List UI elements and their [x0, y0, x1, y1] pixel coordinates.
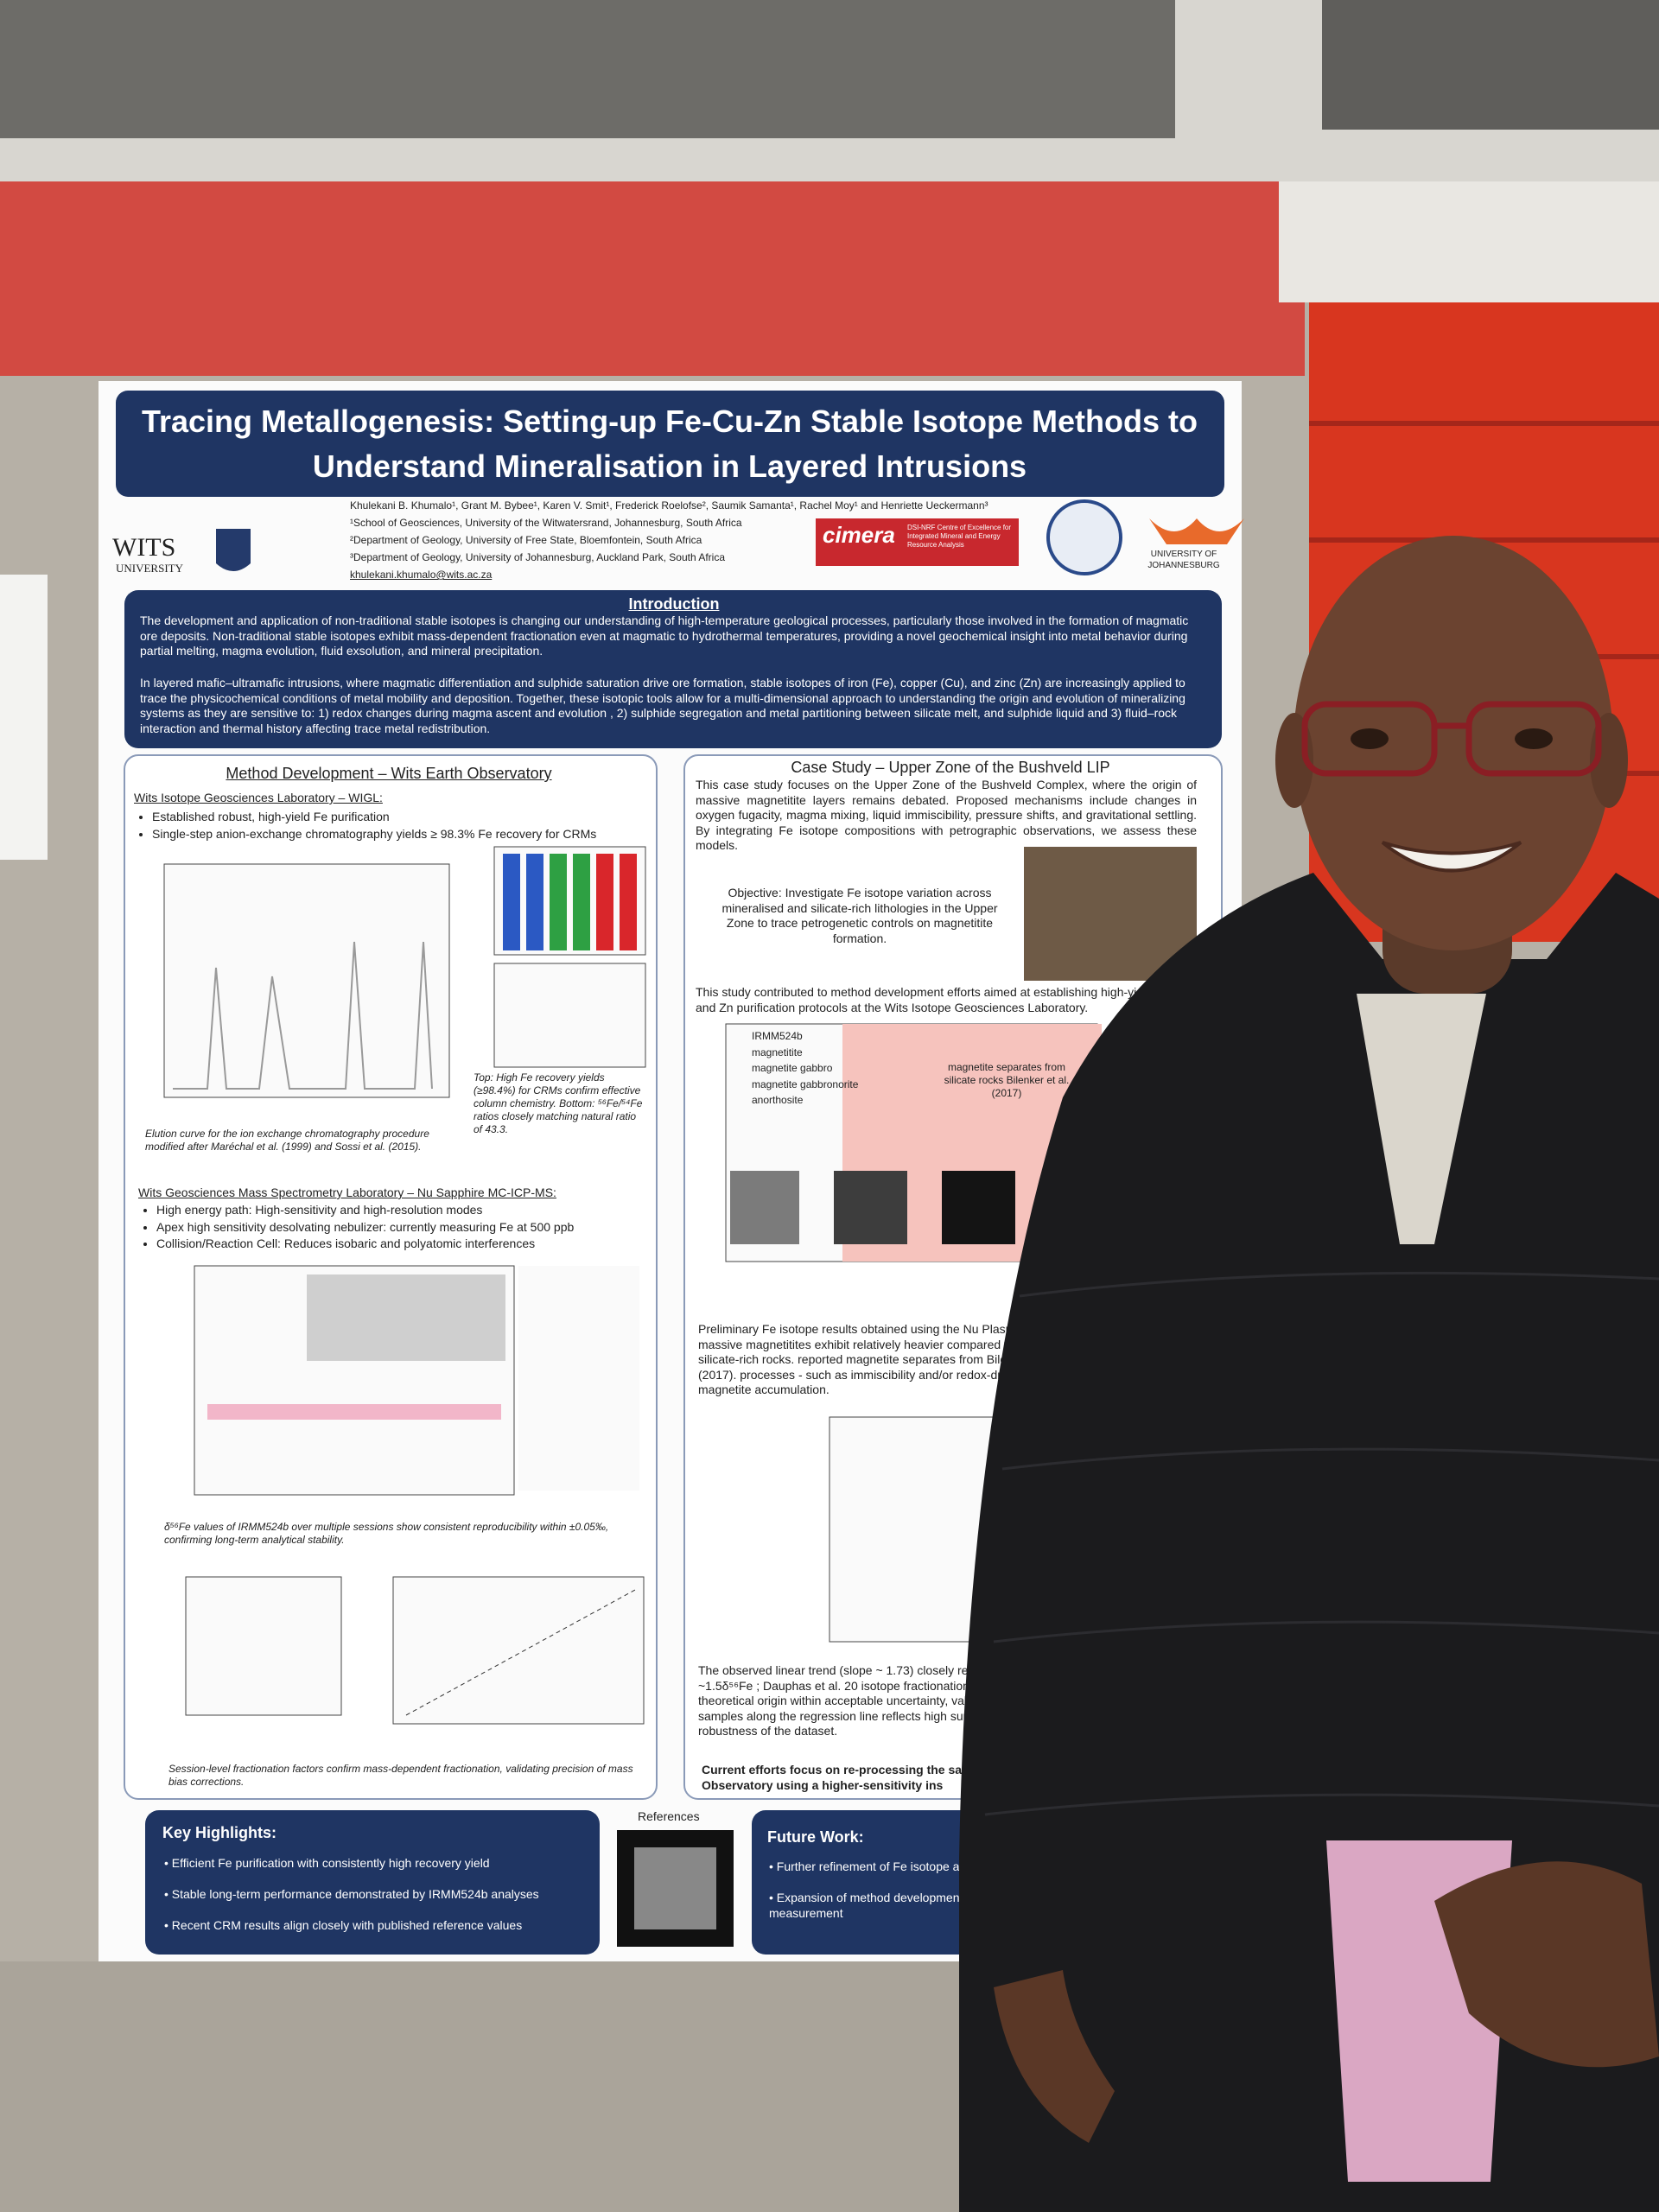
list-item: Established robust, high-yield Fe purifi… [152, 810, 653, 825]
affiliation: ³Department of Geology, University of Jo… [350, 551, 726, 563]
list-item: High energy path: High-sensitivity and h… [156, 1203, 658, 1218]
red-wall-band [0, 181, 1305, 376]
future-item: • Expansion of method development to mea… [769, 1891, 976, 1920]
legend-entry: magnetite gabbro [752, 1062, 833, 1075]
case-results: Preliminary Fe isotope results obtained … [698, 1322, 1077, 1396]
uj-text: UNIVERSITY OF JOHANNESBURG [1147, 550, 1220, 570]
highlights-box [145, 1810, 600, 1955]
case-objective: Objective: Investigate Fe isotope variat… [721, 886, 998, 945]
band-note: magnetite separates from silicate rocks … [944, 1061, 1070, 1099]
cimera-sub: DSI-NRF Centre of Excellence for Integra… [907, 524, 1012, 549]
head [1294, 536, 1613, 950]
wigl-heading: Wits Isotope Geosciences Laboratory – WI… [134, 791, 383, 804]
figure-caption: δ⁵⁶Fe values of IRMM524b over multiple s… [164, 1521, 609, 1546]
wits-crest [216, 529, 251, 571]
highlight-item: • Stable long-term performance demonstra… [164, 1887, 539, 1901]
mc-heading: Wits Geosciences Mass Spectrometry Labor… [138, 1185, 556, 1199]
case-heading: Case Study – Upper Zone of the Bushveld … [791, 759, 1110, 776]
future-heading: Future Work: [767, 1828, 864, 1846]
window-blinds-right [1322, 0, 1659, 130]
legend-entry: IRMM524b [752, 1030, 803, 1042]
cimera-text: cimera [823, 522, 895, 548]
adjacent-poster [0, 575, 48, 860]
figure-caption: Top: High Fe recovery yields (≥98.4%) fo… [474, 1071, 643, 1135]
intro-paragraph: The development and application of non-t… [140, 613, 1189, 658]
window-blinds [0, 0, 1175, 138]
intro-heading: Introduction [628, 595, 720, 613]
list-item: Apex high sensitivity desolvating nebuli… [156, 1220, 658, 1236]
legend-entry: magnetitite [752, 1046, 803, 1058]
cimera-logo [816, 518, 1019, 566]
method-heading: Method Development – Wits Earth Observat… [226, 765, 552, 782]
left-hand [994, 1970, 1115, 2143]
legend: IRMM524b magnetitite magnetite gabbro ma… [752, 1028, 858, 1109]
hand [1434, 1861, 1659, 2068]
figure-caption: Elution curve for the ion exchange chrom… [145, 1128, 429, 1153]
mc-list: High energy path: High-sensitivity and h… [141, 1201, 658, 1254]
legend-entry: anorthosite [752, 1094, 804, 1107]
case-contribution: This study contributed to method develop… [696, 985, 1196, 1014]
smile [1381, 841, 1522, 873]
geosciences-logo [1046, 499, 1122, 575]
intro-box [124, 590, 1222, 748]
poster-title: Tracing Metallogenesis: Setting-up Fe-Cu… [141, 404, 1198, 485]
wall-panel [1279, 181, 1659, 302]
eye [1515, 728, 1553, 749]
intro-paragraph: In layered mafic–ultramafic intrusions, … [140, 676, 1185, 735]
t-shirt [1357, 994, 1486, 1244]
jacket-quilting [984, 1271, 1659, 1816]
references-heading: References [638, 1809, 700, 1823]
case-current: Current efforts focus on re-processing t… [702, 1763, 1014, 1792]
wits-logo-sub: UNIVERSITY [116, 562, 183, 575]
wits-logo: WITS [112, 533, 176, 562]
affiliation: ¹School of Geosciences, University of th… [350, 517, 742, 529]
uj-logo [1149, 518, 1244, 544]
title-bar [116, 391, 1224, 497]
email: khulekani.khumalo@wits.ac.za [350, 569, 493, 581]
glasses [1301, 701, 1602, 777]
list-item: Single-step anion-exchange chromatograph… [152, 827, 653, 842]
case-intro: This case study focuses on the Upper Zon… [696, 778, 1197, 852]
authors: Khulekani B. Khumalo¹, Grant M. Bybee¹, … [350, 499, 988, 512]
highlight-item: • Recent CRM results align closely with … [164, 1918, 523, 1932]
eye [1351, 728, 1389, 749]
future-item: • Further refinement of Fe isotope ana [769, 1859, 974, 1873]
list-item: Collision/Reaction Cell: Reduces isobari… [156, 1236, 658, 1252]
qr-pattern [634, 1847, 716, 1929]
highlight-item: • Efficient Fe purification with consist… [164, 1856, 490, 1870]
affiliation: ²Department of Geology, University of Fr… [350, 534, 702, 546]
highlights-heading: Key Highlights: [162, 1824, 277, 1841]
legend-entry: magnetite gabbronorite [752, 1077, 859, 1090]
figure-caption: Session-level fractionation factors conf… [168, 1763, 633, 1788]
wigl-list: Established robust, high-yield Fe purifi… [137, 808, 653, 843]
